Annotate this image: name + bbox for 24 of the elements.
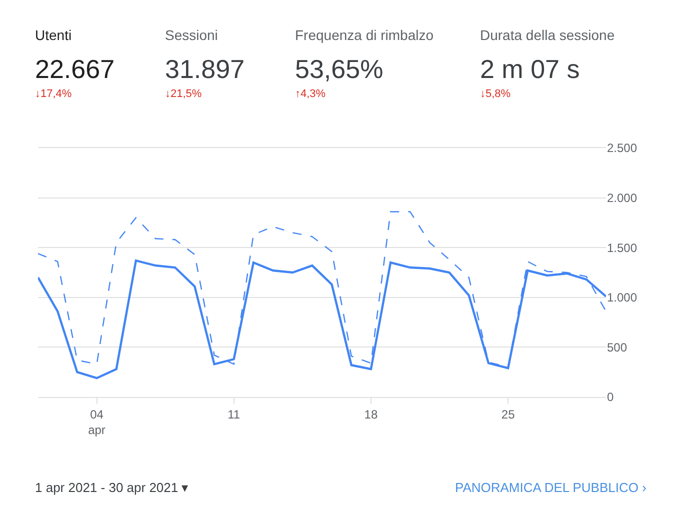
- text: 1 apr 2021 - 30 apr 2021 ▾: [35, 480, 189, 495]
- x-tick-label: 18: [364, 407, 378, 422]
- x-tick-label: 04 apr: [88, 407, 106, 437]
- text: 2 m 07 s: [480, 54, 580, 84]
- text: Frequenza di rimbalzo: [295, 27, 434, 43]
- text: PANORAMICA DEL PUBBLICO ›: [455, 480, 646, 495]
- text: ↑4,3%: [295, 88, 326, 100]
- text: ↓5,8%: [480, 88, 511, 100]
- y-tick-label: 0: [607, 390, 614, 404]
- y-tick-label: 2.500: [607, 141, 638, 156]
- text: Utenti: [35, 27, 72, 43]
- text: ↓21,5%: [165, 88, 202, 100]
- text: Durata della sessione: [480, 27, 615, 43]
- text: ↓17,4%: [35, 88, 72, 100]
- text: 22.667: [35, 54, 115, 84]
- text: 31.897: [165, 54, 245, 84]
- text: Sessioni: [165, 27, 218, 43]
- y-tick-label: 1.000: [607, 290, 638, 305]
- y-tick-label: 1.500: [607, 240, 638, 255]
- y-tick-label: 2.000: [607, 191, 638, 205]
- y-tick-label: 500: [607, 340, 628, 354]
- x-tick-label: 25: [501, 407, 516, 422]
- x-tick-label: 11: [228, 407, 240, 422]
- text: 53,65%: [295, 54, 384, 84]
